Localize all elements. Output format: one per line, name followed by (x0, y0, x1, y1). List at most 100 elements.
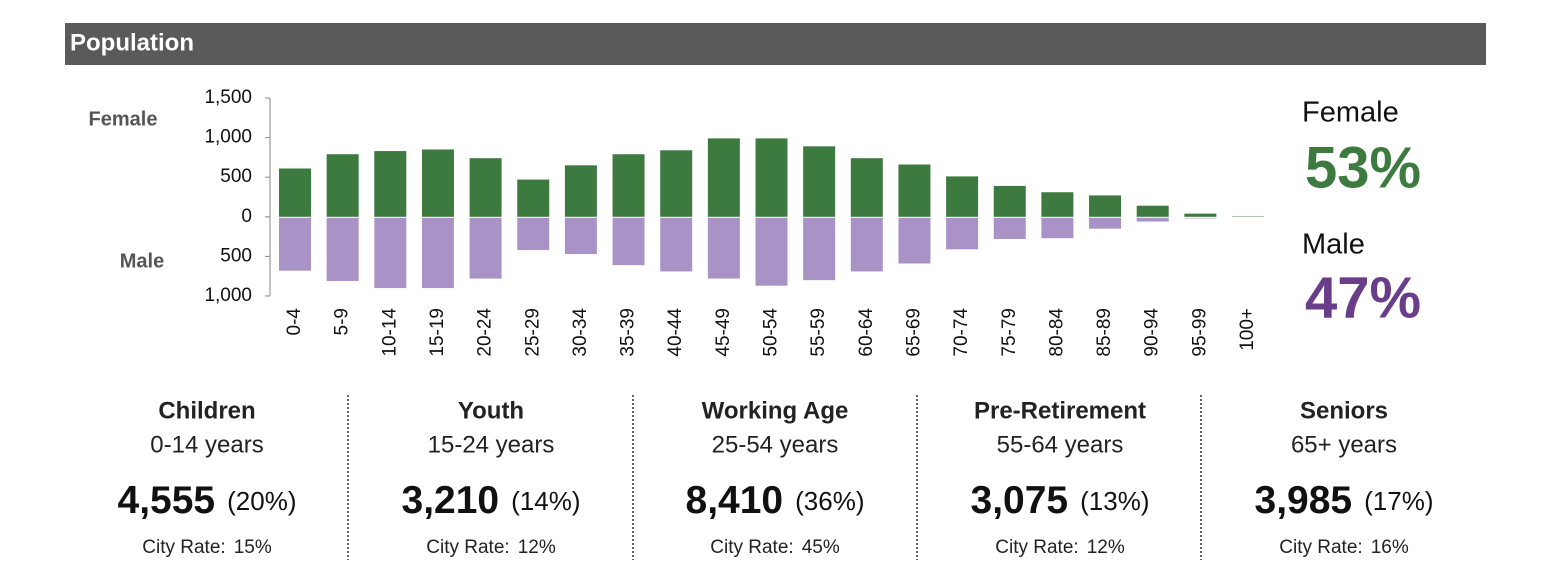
y-tick-label: 500 (220, 245, 252, 266)
bar (469, 158, 502, 217)
male-share: 47% (1305, 265, 1421, 330)
female-axis-label: Female (89, 108, 158, 130)
y-tick-label: 500 (220, 166, 252, 187)
bar (898, 217, 931, 264)
group-range: 55-64 years (997, 431, 1124, 458)
x-tick-label: 95-99 (1189, 308, 1210, 357)
x-tick-label: 5-9 (332, 308, 353, 335)
group-range: 0-14 years (150, 431, 263, 458)
x-tick-label: 30-34 (570, 308, 591, 357)
x-tick-label: 15-19 (427, 308, 448, 357)
bar (374, 217, 407, 289)
group-range: 65+ years (1291, 431, 1397, 458)
group-count: 3,985 (1255, 479, 1353, 522)
group-city-rate: City Rate: 12% (426, 537, 556, 558)
y-tick-label: 1,000 (204, 285, 252, 306)
bar (374, 151, 407, 217)
group-name: Working Age (702, 397, 849, 424)
x-tick-label: 20-24 (475, 308, 496, 357)
x-tick-label: 60-64 (856, 308, 877, 357)
bar (707, 217, 740, 279)
bar (279, 217, 311, 271)
x-tick-label: 80-84 (1046, 308, 1067, 357)
group-share: (17%) (1364, 486, 1433, 516)
bar (1041, 192, 1074, 217)
x-tick-label: 85-89 (1094, 308, 1115, 357)
group-name: Children (158, 397, 255, 424)
group-city-rate: City Rate: 15% (142, 537, 272, 558)
bar (660, 217, 693, 272)
header-bar (65, 23, 1486, 65)
group-figure: 8,410 (36%) (686, 479, 865, 522)
group-share: (36%) (795, 486, 864, 516)
group-share: (13%) (1080, 486, 1149, 516)
bar (564, 217, 597, 255)
header-title: Population (70, 29, 194, 56)
city-rate-label: City Rate: (995, 537, 1078, 558)
x-tick-label: 25-29 (522, 308, 543, 357)
group-range: 25-54 years (712, 431, 839, 458)
bar (850, 158, 883, 217)
male-label: Male (1302, 229, 1365, 261)
bar (755, 138, 788, 217)
bar (850, 217, 883, 272)
group-range: 15-24 years (428, 431, 555, 458)
bar (279, 168, 311, 217)
bar (993, 185, 1026, 217)
bar (517, 217, 550, 251)
bar (326, 217, 359, 281)
bar (660, 150, 693, 217)
y-tick-label: 1,000 (204, 127, 252, 148)
bar (803, 146, 836, 217)
x-tick-label: 35-39 (618, 308, 639, 357)
bar (421, 217, 454, 289)
bar (1089, 195, 1122, 217)
y-tick-label: 1,500 (204, 87, 252, 108)
group-figure: 3,075 (13%) (971, 479, 1150, 522)
x-tick-label: 40-44 (665, 308, 686, 357)
city-rate-value: 12% (518, 537, 556, 558)
x-tick-label: 0-4 (284, 308, 305, 336)
city-rate-value: 45% (802, 537, 840, 558)
group-count: 4,555 (118, 479, 216, 522)
group-share: (20%) (227, 486, 296, 516)
group-name: Seniors (1300, 397, 1388, 424)
x-tick-label: 70-74 (951, 308, 972, 357)
x-tick-label: 10-14 (379, 308, 400, 357)
bar (421, 149, 454, 217)
group-name: Youth (458, 397, 524, 424)
bar (803, 217, 836, 281)
bar (612, 154, 645, 217)
female-label: Female (1302, 97, 1399, 129)
city-rate-value: 15% (234, 537, 272, 558)
group-count: 3,075 (971, 479, 1069, 522)
x-tick-label: 65-69 (903, 308, 924, 357)
bar (1136, 205, 1169, 217)
bar (517, 179, 550, 217)
bar (707, 138, 740, 217)
bar (612, 217, 645, 266)
x-tick-label: 55-59 (808, 308, 829, 357)
city-rate-label: City Rate: (710, 537, 793, 558)
bar (564, 165, 597, 217)
bar (1184, 213, 1217, 217)
x-tick-label: 100+ (1237, 308, 1258, 351)
x-tick-label: 45-49 (713, 308, 734, 357)
x-tick-label: 50-54 (761, 308, 782, 357)
group-count: 8,410 (686, 479, 784, 522)
separators (347, 395, 1202, 560)
bar (755, 217, 788, 286)
bar (1089, 217, 1122, 229)
group-city-rate: City Rate: 12% (995, 537, 1125, 558)
bar (469, 217, 502, 279)
city-rate-label: City Rate: (1279, 537, 1362, 558)
city-rate-label: City Rate: (426, 537, 509, 558)
bar (946, 176, 979, 217)
bar (326, 154, 359, 217)
group-city-rate: City Rate: 45% (710, 537, 840, 558)
group-count: 3,210 (402, 479, 500, 522)
group-share: (14%) (511, 486, 580, 516)
city-rate-value: 12% (1087, 537, 1125, 558)
